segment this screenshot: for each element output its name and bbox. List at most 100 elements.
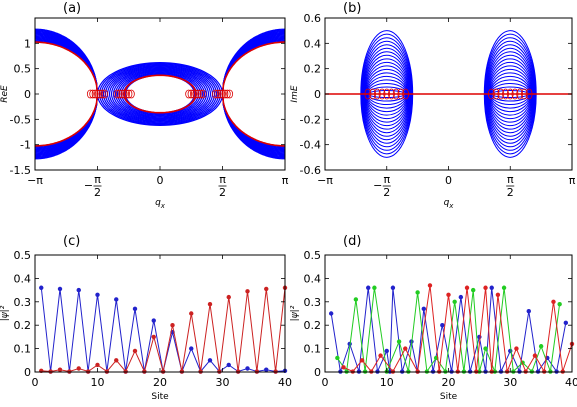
edge-marker [397,88,405,100]
data-point [335,355,340,361]
x-tick-label: − π2 [373,173,391,199]
x-tick-label: 30 [503,376,517,389]
band-ring [108,67,211,121]
y-tick-label: 0 [314,88,321,101]
edge-marker [392,88,400,100]
edge-marker [120,89,128,99]
data-point [366,285,371,290]
edge-marker [94,89,101,99]
x-tick-label: −π [317,174,333,187]
band-ring [112,69,207,119]
edge-marker [113,89,121,99]
edge-marker [125,89,133,99]
series-1 [335,285,562,374]
x-tick-label: π2 [218,173,227,199]
data-point [396,339,402,344]
edge-marker [497,88,505,100]
band-curve [221,28,286,95]
y-tick-label: 0.5 [304,249,322,262]
edge-marker [216,89,224,99]
data-point [245,366,250,371]
series-0 [328,285,569,374]
data-point [471,287,476,293]
x-tick-label: −π [27,174,43,187]
y-tick-label: 0.1 [304,343,322,356]
series-edge [325,88,572,100]
edge-marker [383,88,391,100]
x-tick-label: 0 [322,376,329,389]
edge-marker [369,88,376,100]
data-point [39,285,44,290]
x-tick-label: 10 [380,376,394,389]
edge-marker [194,89,202,99]
edge-marker [127,89,135,99]
y-tick-label: 0 [24,366,31,379]
series-edge [35,41,285,147]
edge-marker [89,89,97,99]
x-tick-label: 40 [565,376,577,389]
y-axis-label: |ψ|² [0,305,10,321]
panel-d: 0 10 20 30 40 0 0.1 0.2 0.3 0.4 0.5 Site |ψ|² [290,249,577,402]
x-tick-label-sign: − [84,179,93,192]
y-tick-label: -0.4 [300,139,321,152]
panel-label: (a) [63,1,81,16]
band-curve [34,93,99,160]
x-tick-label: π [569,174,576,187]
edge-marker [492,88,500,100]
edge-marker [118,89,126,99]
edge-marker [516,88,524,100]
x-tick-label: π [282,174,289,187]
edge-arc [35,41,99,95]
band-ring [102,64,218,124]
data-point [403,346,408,351]
y-axis-label: |ψ|² [290,305,300,321]
data-point [415,290,420,295]
edge-arc [221,41,285,95]
data-point [551,299,556,304]
band-ring [116,70,203,118]
edge-marker [502,88,509,100]
x-tick-label: 0 [157,174,164,187]
series-0 [39,285,288,374]
edge-arc [35,93,99,147]
data-point [557,301,562,307]
data-point [446,292,451,297]
x-axis-label: Site [151,392,169,402]
x-axis-label: Site [440,392,458,402]
edge-marker [211,89,219,99]
x-tick-label: 20 [153,376,167,389]
data-point [207,358,213,363]
edge-marker [197,89,204,99]
edge-marker [388,88,395,100]
y-tick-label: 0.3 [304,296,322,309]
y-tick-label: 0.6 [304,12,322,25]
edge-marker [402,88,410,100]
y-tick-label: 0.2 [304,319,322,332]
band-ring [114,70,205,118]
y-tick-label: 0.4 [14,272,32,285]
data-point [114,297,119,302]
band-ring [110,68,209,120]
y-axis-label: ImE [290,85,300,102]
edge-marker [364,88,372,100]
data-point [245,289,250,294]
data-point [532,353,538,358]
x-tick-label-den: 2 [94,186,101,199]
band-ring [118,71,201,117]
data-point [170,323,175,328]
panel-c: 0 10 20 30 40 0 0.1 0.2 0.3 0.4 0.5 Site |ψ|² [0,249,292,402]
x-tick-label-num: π [507,173,514,186]
edge-marker [116,89,123,99]
edge-arc [221,93,285,147]
y-tick-label: 0.4 [304,37,322,50]
edge-marker [214,89,222,99]
data-point [501,285,507,290]
data-point [95,362,100,368]
data-point [508,348,513,354]
edge-marker [190,89,197,99]
data-point [76,366,81,371]
x-tick-label: 20 [442,376,456,389]
data-point [483,346,488,351]
y-tick-label: 1 [24,37,31,50]
